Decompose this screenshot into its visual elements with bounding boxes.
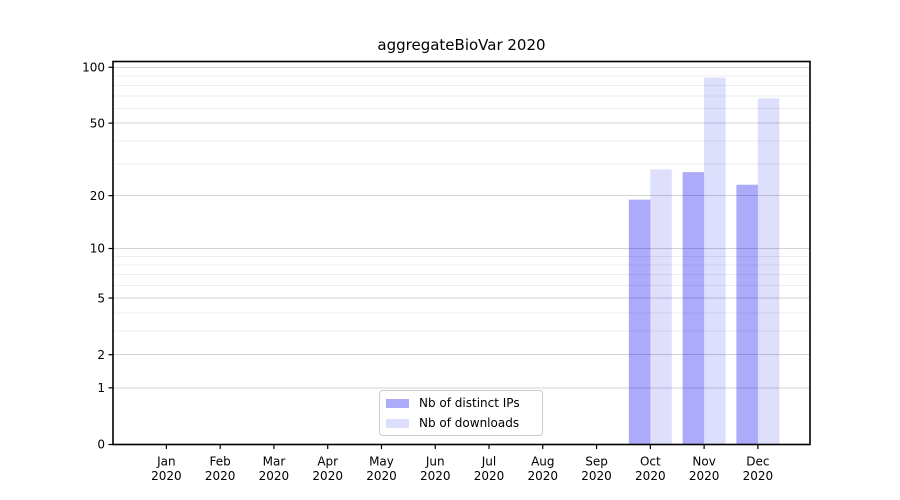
x-tick-label-aug-2020: Aug 2020 bbox=[528, 455, 559, 484]
x-tick-label-jun-2020: Jun 2020 bbox=[420, 455, 451, 484]
legend-label-distinct-ips: Nb of distinct IPs bbox=[419, 396, 520, 410]
legend-item-downloads: Nb of downloads bbox=[386, 416, 542, 431]
legend-swatch-distinct-ips bbox=[386, 398, 409, 408]
x-tick-label-jan-2020: Jan 2020 bbox=[151, 455, 182, 484]
bar-dec-2020-nb-of-distinct-ips bbox=[736, 184, 758, 445]
legend-item-distinct-ips: Nb of distinct IPs bbox=[386, 396, 542, 411]
x-tick-label-oct-2020: Oct 2020 bbox=[635, 455, 666, 484]
y-tick-label-20: 20 bbox=[90, 189, 105, 203]
x-tick-label-sep-2020: Sep 2020 bbox=[581, 455, 612, 484]
legend-label-downloads: Nb of downloads bbox=[419, 416, 520, 430]
bar-oct-2020-nb-of-downloads bbox=[650, 169, 672, 445]
bar-oct-2020-nb-of-distinct-ips bbox=[628, 199, 651, 445]
x-tick-label-jul-2020: Jul 2020 bbox=[474, 455, 505, 484]
y-tick-label-5: 5 bbox=[97, 291, 105, 305]
y-tick-label-2: 2 bbox=[97, 348, 105, 362]
plot-border bbox=[112, 60, 811, 446]
bar-nov-2020-nb-of-downloads bbox=[704, 77, 726, 445]
y-tick-label-10: 10 bbox=[90, 242, 105, 256]
bar-dec-2020-nb-of-downloads bbox=[757, 98, 780, 445]
x-tick-label-may-2020: May 2020 bbox=[366, 455, 397, 484]
chart-title: aggregateBioVar 2020 bbox=[377, 36, 546, 54]
y-tick-label-100: 100 bbox=[82, 60, 105, 74]
y-tick-label-0: 0 bbox=[97, 438, 105, 452]
x-tick-label-nov-2020: Nov 2020 bbox=[689, 455, 720, 484]
x-tick-label-feb-2020: Feb 2020 bbox=[205, 455, 236, 484]
bar-nov-2020-nb-of-distinct-ips bbox=[682, 172, 705, 445]
x-tick-label-dec-2020: Dec 2020 bbox=[743, 455, 774, 484]
x-tick-label-apr-2020: Apr 2020 bbox=[312, 455, 343, 484]
y-tick-label-1: 1 bbox=[97, 381, 105, 395]
y-tick-label-50: 50 bbox=[90, 116, 105, 130]
legend: Nb of distinct IPs Nb of downloads bbox=[379, 390, 543, 436]
x-tick-label-mar-2020: Mar 2020 bbox=[259, 455, 290, 484]
legend-swatch-downloads bbox=[386, 418, 409, 428]
